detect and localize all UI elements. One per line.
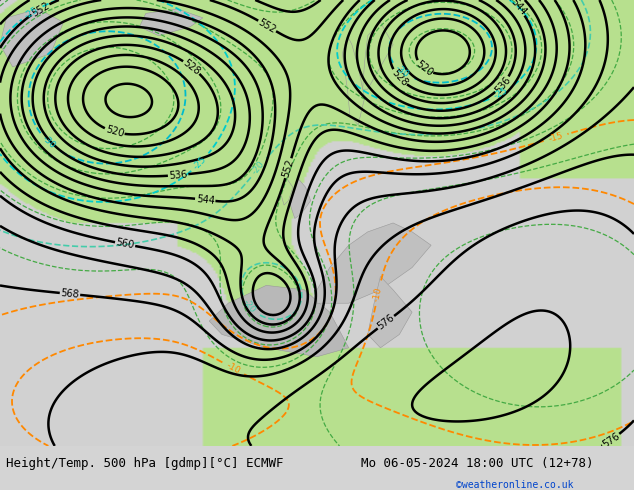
Text: ©weatheronline.co.uk: ©weatheronline.co.uk (456, 480, 574, 490)
Text: 536: 536 (169, 169, 188, 181)
Text: -25: -25 (23, 5, 41, 20)
Text: 520: 520 (104, 124, 125, 139)
Polygon shape (317, 223, 431, 303)
Text: 560: 560 (115, 238, 135, 251)
Text: 536: 536 (493, 74, 512, 95)
Text: 520: 520 (414, 58, 434, 78)
Polygon shape (209, 285, 349, 357)
Text: 568: 568 (60, 288, 80, 300)
Text: 552: 552 (30, 0, 51, 18)
Polygon shape (290, 178, 311, 219)
Text: Height/Temp. 500 hPa [gdmp][°C] ECMWF: Height/Temp. 500 hPa [gdmp][°C] ECMWF (6, 457, 284, 470)
Text: 552: 552 (281, 158, 296, 179)
Text: -20: -20 (250, 159, 267, 176)
Polygon shape (0, 9, 63, 67)
Text: 552: 552 (257, 17, 278, 35)
Polygon shape (363, 22, 393, 89)
Text: Mo 06-05-2024 18:00 UTC (12+78): Mo 06-05-2024 18:00 UTC (12+78) (361, 457, 594, 470)
Text: -10: -10 (372, 286, 384, 302)
Polygon shape (280, 178, 293, 205)
Text: -20: -20 (241, 297, 257, 314)
Text: -10: -10 (224, 361, 242, 376)
Text: 576: 576 (375, 313, 396, 332)
Polygon shape (368, 276, 412, 348)
Text: -15: -15 (547, 131, 564, 144)
Text: 544: 544 (508, 0, 528, 18)
Polygon shape (139, 9, 203, 36)
Text: 544: 544 (195, 194, 215, 206)
Text: 528: 528 (389, 67, 409, 88)
Text: -25: -25 (492, 86, 509, 101)
Polygon shape (342, 36, 365, 125)
Text: -25: -25 (192, 154, 209, 171)
Text: -30: -30 (41, 134, 57, 150)
Text: -30: -30 (393, 64, 410, 79)
Text: 576: 576 (600, 431, 621, 449)
Text: 528: 528 (181, 57, 202, 77)
